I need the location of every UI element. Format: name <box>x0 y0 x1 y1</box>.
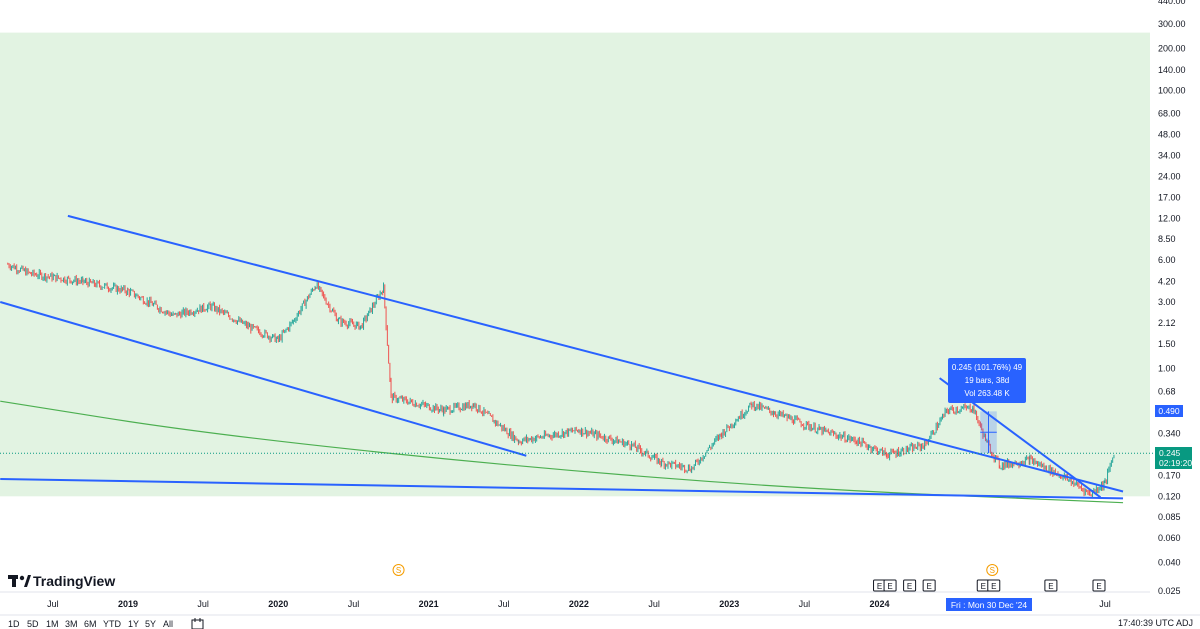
price-axis-label: 100.00 <box>1158 85 1186 95</box>
adj-toggle[interactable]: ADJ <box>1176 618 1193 628</box>
range-button-5y[interactable]: 5Y <box>145 619 156 629</box>
price-axis-label: 0.085 <box>1158 512 1181 522</box>
svg-text:E: E <box>991 582 996 591</box>
crosshair-date-tag: Fri : Mon 30 Dec '24 <box>946 598 1032 611</box>
svg-text:S: S <box>396 566 401 575</box>
svg-text:S: S <box>990 566 995 575</box>
price-axis-label: 140.00 <box>1158 65 1186 75</box>
time-axis-label: 2022 <box>569 599 589 609</box>
curve-layer <box>0 400 1124 504</box>
time-axis-label: Jul <box>348 599 360 609</box>
price-axis-label: 300.00 <box>1158 19 1186 29</box>
price-axis-label: 0.025 <box>1158 586 1181 596</box>
price-axis-label: 4.20 <box>1158 277 1176 287</box>
earnings-marker[interactable]: E <box>987 579 1001 592</box>
calendar-icon[interactable] <box>191 618 204 629</box>
time-axis-label: Jul <box>1099 599 1111 609</box>
price-axis[interactable]: 440.00 300.00 200.00 140.00 100.00 68.00 48.00… <box>1158 0 1186 596</box>
time-axis-label: 2020 <box>268 599 288 609</box>
time-axis-label: Jul <box>498 599 510 609</box>
price-axis-label: 17.00 <box>1158 192 1181 202</box>
svg-text:E: E <box>877 582 882 591</box>
last-price-tag: 0.245 02:19:20 <box>1155 447 1192 469</box>
range-button-ytd[interactable]: YTD <box>103 619 122 629</box>
price-zone-rectangle <box>0 32 1150 497</box>
tooltip-line-1: 0.245 (101.76%) 49 <box>952 363 1023 372</box>
price-axis-label: 8.50 <box>1158 234 1176 244</box>
price-axis-label: 12.00 <box>1158 213 1181 223</box>
range-button-1m[interactable]: 1M <box>46 619 59 629</box>
time-axis-label: 2023 <box>719 599 739 609</box>
price-axis-label: 440.00 <box>1158 0 1186 6</box>
base-support-line[interactable] <box>0 477 1124 500</box>
earnings-marker[interactable]: E <box>883 579 897 592</box>
svg-text:E: E <box>981 582 986 591</box>
tooltip-line-3: Vol 263.48 K <box>964 389 1010 398</box>
last-price-value: 0.245 <box>1159 448 1181 458</box>
range-button-6m[interactable]: 6M <box>84 619 97 629</box>
range-button-3m[interactable]: 3M <box>65 619 78 629</box>
price-axis-label: 48.00 <box>1158 130 1181 140</box>
measure-high-value: 0.490 <box>1158 406 1180 416</box>
price-axis-label: 6.00 <box>1158 255 1176 265</box>
price-axis-label: 0.040 <box>1158 558 1181 568</box>
svg-text:E: E <box>907 582 912 591</box>
time-axis-label: Jul <box>648 599 660 609</box>
price-axis-label: 0.68 <box>1158 387 1176 397</box>
price-axis-label: 0.340 <box>1158 428 1181 438</box>
earnings-marker[interactable]: E <box>1092 579 1106 592</box>
svg-text:E: E <box>926 582 931 591</box>
range-button-1d[interactable]: 1D <box>8 619 20 629</box>
tradingview-logo-text: TradingView <box>33 573 115 589</box>
price-axis-label: 1.50 <box>1158 339 1176 349</box>
earnings-marker[interactable]: E <box>1044 579 1058 592</box>
time-axis-label: 2019 <box>118 599 138 609</box>
tradingview-logo[interactable]: TradingView <box>8 573 115 589</box>
price-axis-label: 3.00 <box>1158 297 1176 307</box>
trendlines-layer <box>0 214 1124 500</box>
price-axis-label: 0.170 <box>1158 470 1181 480</box>
countdown-value: 02:19:20 <box>1159 458 1192 468</box>
measure-high-tag: 0.490 <box>1155 405 1183 417</box>
price-axis-label: 200.00 <box>1158 43 1186 53</box>
measure-tooltip: 0.245 (101.76%) 49 19 bars, 38d Vol 263.… <box>948 358 1026 403</box>
price-axis-label: 0.120 <box>1158 491 1181 501</box>
tooltip-line-2: 19 bars, 38d <box>965 376 1009 385</box>
svg-text:E: E <box>1048 582 1053 591</box>
range-button-1y[interactable]: 1Y <box>128 619 139 629</box>
price-axis-label: 34.00 <box>1158 150 1181 160</box>
time-axis-label: 2024 <box>870 599 890 609</box>
price-axis-label: 24.00 <box>1158 171 1181 181</box>
upper-channel-line[interactable] <box>67 214 1124 493</box>
time-axis-label: Jul <box>197 599 209 609</box>
range-button-all[interactable]: All <box>163 619 173 629</box>
earnings-marker[interactable]: E <box>976 579 990 592</box>
time-axis-label: 2021 <box>419 599 439 609</box>
time-axis-label: Jul <box>47 599 59 609</box>
dividend-marker[interactable]: S <box>392 564 405 576</box>
price-axis-label: 1.00 <box>1158 363 1176 373</box>
tradingview-logo-icon <box>8 575 31 587</box>
svg-text:E: E <box>887 582 892 591</box>
crosshair-date-text: Fri : Mon 30 Dec '24 <box>951 600 1028 610</box>
earnings-marker[interactable]: E <box>922 579 936 592</box>
dividend-marker[interactable]: S <box>986 564 999 576</box>
clock-readout[interactable]: 17:40:39 UTC <box>1118 618 1175 628</box>
range-toolbar: 1D 5D 1M 3M 6M YTD 1Y 5Y All <box>8 619 173 629</box>
event-markers: E E E E E E E ES S <box>392 564 1106 592</box>
earnings-marker[interactable]: E <box>903 579 917 592</box>
price-axis-label: 0.060 <box>1158 533 1181 543</box>
svg-text:E: E <box>1096 582 1101 591</box>
time-axis-label: Jul <box>799 599 811 609</box>
lower-channel-line[interactable] <box>0 301 527 457</box>
candles-layer <box>7 262 1115 498</box>
moving-average-curve <box>0 400 1124 504</box>
price-axis-label: 68.00 <box>1158 109 1181 119</box>
price-axis-label: 2.12 <box>1158 318 1176 328</box>
range-button-5d[interactable]: 5D <box>27 619 39 629</box>
